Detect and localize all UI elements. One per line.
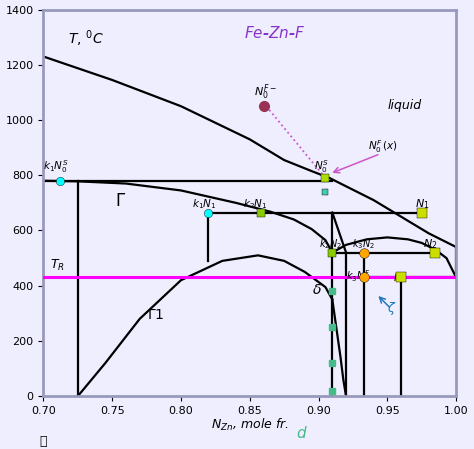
Text: $N_2$: $N_2$ [423, 237, 438, 251]
X-axis label: $N_{Zn}$, mole fr.: $N_{Zn}$, mole fr. [211, 417, 289, 433]
Text: $k_3N^F$: $k_3N^F$ [346, 268, 370, 283]
Text: $N^F$: $N^F$ [393, 270, 408, 283]
Text: 🐼: 🐼 [40, 435, 47, 448]
Text: $k_2N_1$: $k_2N_1$ [243, 198, 267, 211]
Text: $N_0^S$: $N_0^S$ [314, 158, 329, 175]
Text: $T_R$: $T_R$ [50, 258, 65, 273]
Text: liquid: liquid [387, 99, 421, 112]
Text: $\Gamma$: $\Gamma$ [115, 192, 126, 210]
Text: $k_1N_1$: $k_1N_1$ [192, 198, 217, 211]
Text: $N_0^F\,(x)$: $N_0^F\,(x)$ [368, 138, 398, 154]
Text: $N_1$: $N_1$ [415, 198, 429, 211]
Text: $\delta$: $\delta$ [312, 283, 321, 297]
Text: $\Gamma1$: $\Gamma1$ [146, 308, 164, 322]
Text: $k_1N_0^S$: $k_1N_0^S$ [44, 158, 69, 175]
Text: $k_2N_2$: $k_2N_2$ [319, 237, 342, 251]
Text: $T,\,^0C$: $T,\,^0C$ [68, 29, 104, 49]
Text: $N_0^{F-}$: $N_0^{F-}$ [254, 83, 277, 102]
Text: $Fe$-$Zn$-$F$: $Fe$-$Zn$-$F$ [244, 25, 305, 41]
Text: $k_3N_2$: $k_3N_2$ [352, 237, 375, 251]
Text: $\zeta$: $\zeta$ [387, 300, 397, 317]
Text: $d$: $d$ [296, 425, 308, 441]
